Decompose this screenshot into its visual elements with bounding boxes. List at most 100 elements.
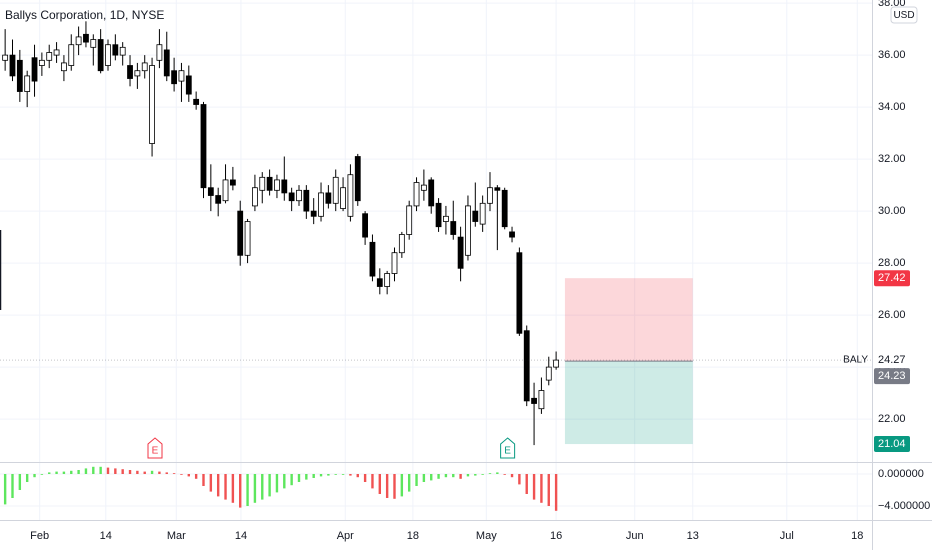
histogram-bar (393, 474, 396, 499)
candle-body (398, 234, 405, 254)
x-tick-label: 18 (851, 530, 863, 542)
y-tick-label: −4.000000 (878, 500, 930, 512)
candle-body (178, 70, 185, 82)
candle-body (229, 179, 236, 186)
candle-body (406, 205, 413, 235)
candle-body (185, 75, 192, 95)
candle-body (391, 252, 398, 274)
symbol-label: BALY (843, 355, 868, 366)
histogram-bar (187, 474, 190, 477)
histogram-bar (77, 470, 80, 474)
histogram-bar (532, 474, 536, 500)
histogram-bar (231, 474, 235, 503)
histogram-bar (430, 474, 433, 481)
candle-body (384, 273, 391, 287)
candle-body (281, 179, 288, 194)
histogram-bar (202, 474, 205, 486)
target-label: 21.04 (878, 438, 906, 450)
histogram-bar (253, 474, 257, 503)
candle-body (296, 189, 302, 202)
x-tick-label: 14 (235, 530, 247, 542)
histogram-bar (547, 474, 550, 506)
currency-button[interactable] (890, 6, 918, 24)
entry-label: 24.23 (878, 370, 906, 382)
histogram-bar (488, 473, 492, 474)
candle-body (443, 215, 449, 222)
candle-body (487, 187, 493, 204)
histogram-bar (444, 474, 448, 478)
histogram-bar (510, 474, 514, 478)
histogram-bar (55, 471, 58, 474)
histogram-bar (363, 474, 367, 482)
candle-body (340, 187, 346, 209)
histogram-bar (268, 474, 271, 497)
y-tick-label: 22.00 (878, 413, 906, 425)
candle-body (347, 174, 354, 217)
candle-body (413, 182, 420, 207)
candle-body (38, 59, 45, 66)
candle-body (376, 278, 383, 287)
histogram-bar (25, 474, 29, 482)
histogram-bar (459, 474, 462, 479)
candle-body (435, 202, 442, 228)
histogram-bar (341, 474, 345, 475)
histogram-bar (158, 471, 161, 474)
candle-body (538, 390, 545, 410)
stop-zone (564, 278, 693, 362)
candle-body (193, 98, 200, 105)
histogram-bar (48, 472, 51, 474)
candle-body (450, 221, 457, 235)
last-price-label-box (874, 352, 910, 369)
histogram-bar (143, 471, 146, 474)
candle-body (494, 187, 501, 191)
candle-body (171, 70, 178, 85)
histogram-bar (11, 474, 14, 498)
candle-body (112, 44, 119, 56)
candle-body (31, 57, 38, 82)
histogram-bar (239, 474, 242, 508)
histogram-bar (40, 474, 44, 475)
histogram-bar (422, 474, 426, 482)
candle-body (516, 252, 523, 334)
candle-body (75, 36, 82, 46)
candle-body (90, 39, 97, 48)
candle-body (318, 192, 324, 217)
candle-body (420, 184, 427, 191)
x-tick-label: Apr (337, 530, 354, 542)
histogram-bar (216, 474, 220, 497)
histogram-bar (496, 472, 499, 474)
candle-body (83, 33, 89, 43)
candle-body (97, 39, 104, 72)
histogram-bar (540, 474, 543, 503)
grid (0, 0, 872, 520)
candle-body (141, 62, 148, 72)
histogram-bar (407, 474, 411, 492)
histogram-bar (525, 474, 528, 494)
x-tick-label: Mar (167, 530, 186, 542)
histogram-bar (3, 474, 7, 505)
y-tick-label: 38.00 (878, 0, 906, 9)
candle-body (156, 44, 163, 61)
histogram-bar (385, 474, 389, 498)
histogram-bar (114, 468, 117, 474)
histogram-bar (194, 474, 198, 479)
candle-body (149, 65, 155, 144)
candle-body (310, 210, 317, 217)
candle-body (362, 213, 369, 238)
candle-body (61, 62, 67, 72)
histogram-bar (349, 474, 352, 476)
candle-body (53, 49, 60, 56)
x-tick-label: Jun (626, 530, 644, 542)
histogram-bar (172, 473, 176, 474)
earnings-marker (500, 437, 516, 459)
histogram-bar (33, 474, 36, 478)
histogram-bar (415, 474, 418, 486)
candle-body (266, 176, 273, 191)
candle-body (523, 330, 530, 402)
candle-body (222, 179, 229, 202)
x-tick-label: 16 (550, 530, 562, 542)
histogram-bar (356, 474, 359, 478)
candle-body (134, 70, 141, 77)
histogram-bar (180, 474, 183, 475)
